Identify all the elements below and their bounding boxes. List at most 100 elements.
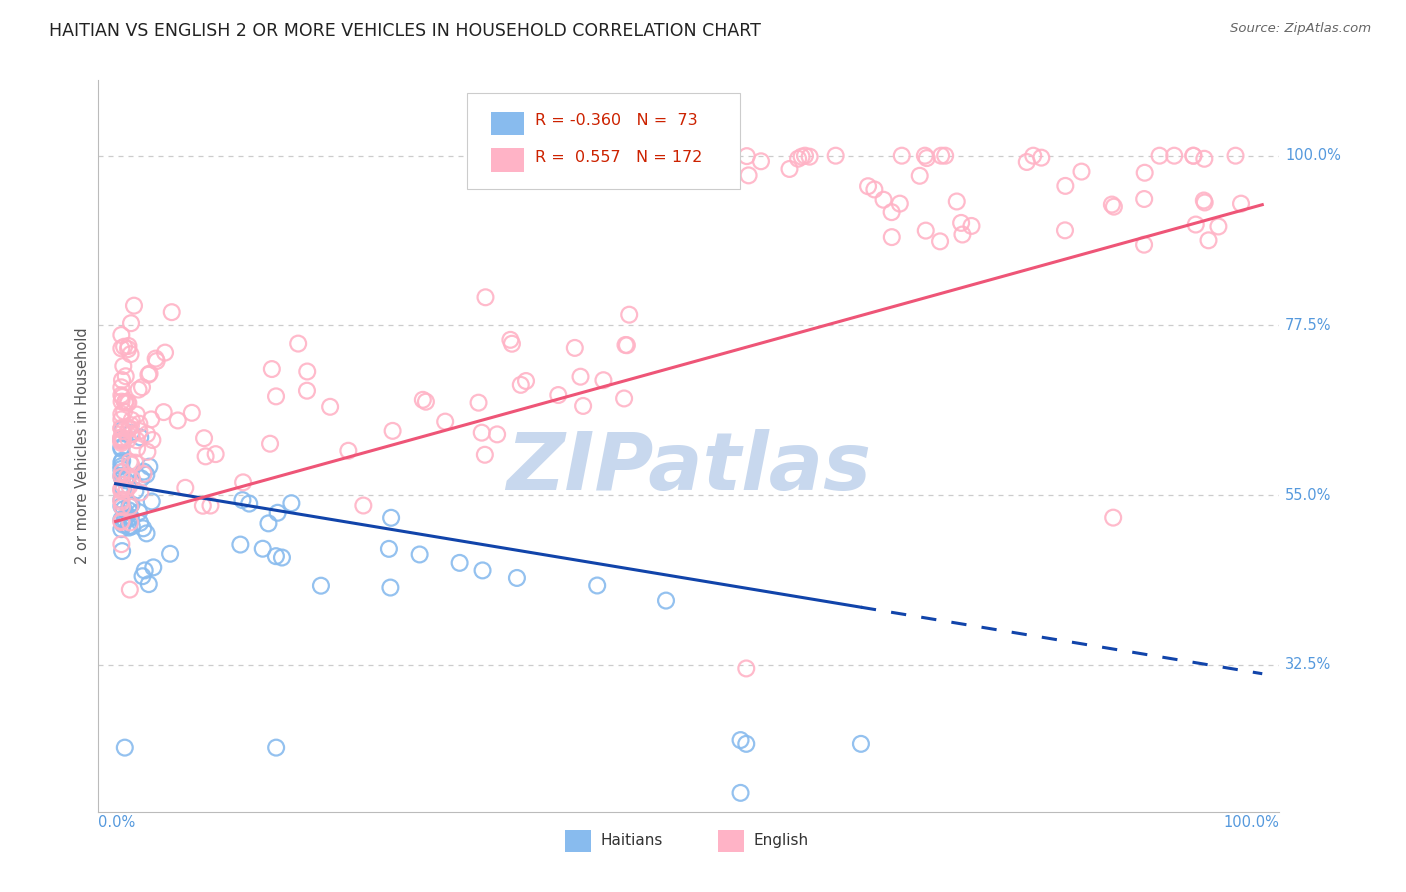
Point (111, 544, 134, 558)
Point (1133, 192, 1156, 206)
Point (110, 430, 132, 444)
Point (1053, 223, 1076, 237)
Point (586, 578, 609, 592)
Y-axis label: 2 or more Vehicles in Household: 2 or more Vehicles in Household (75, 327, 90, 565)
Point (880, 230, 903, 244)
Point (415, 394, 437, 409)
Point (449, 556, 471, 570)
Point (117, 339, 139, 353)
Point (111, 423, 134, 437)
Point (297, 364, 319, 378)
Point (799, 150, 821, 164)
Point (614, 338, 637, 352)
Point (110, 495, 132, 509)
Point (110, 483, 132, 498)
Point (118, 582, 141, 597)
Point (145, 351, 167, 366)
Point (110, 515, 132, 529)
Point (111, 390, 134, 404)
Point (129, 430, 152, 444)
Point (264, 740, 287, 755)
Point (138, 368, 160, 382)
Point (191, 499, 214, 513)
Point (118, 503, 141, 517)
Point (124, 456, 146, 470)
Point (114, 395, 136, 409)
Point (787, 152, 810, 166)
Point (1101, 197, 1123, 211)
Point (1194, 152, 1216, 166)
Text: HAITIAN VS ENGLISH 2 OR MORE VEHICLES IN HOUSEHOLD CORRELATION CHART: HAITIAN VS ENGLISH 2 OR MORE VEHICLES IN… (49, 22, 761, 40)
Point (118, 421, 141, 435)
Point (194, 450, 217, 464)
Point (110, 492, 132, 507)
Point (166, 413, 188, 427)
Point (730, 786, 752, 800)
Point (264, 549, 287, 563)
Point (1184, 218, 1206, 232)
Point (134, 563, 156, 577)
Point (914, 224, 936, 238)
Point (131, 569, 153, 583)
Point (506, 571, 529, 585)
Text: 100.0%: 100.0% (1285, 148, 1341, 163)
Point (112, 482, 135, 496)
Text: 32.5%: 32.5% (1285, 657, 1331, 673)
Point (408, 548, 430, 562)
Point (125, 408, 148, 422)
Text: English: English (754, 833, 808, 848)
Point (132, 467, 155, 481)
Point (127, 442, 149, 456)
Point (114, 513, 136, 527)
Point (613, 392, 636, 406)
Point (110, 537, 132, 551)
Point (1133, 166, 1156, 180)
Point (129, 471, 152, 485)
Point (564, 341, 586, 355)
Point (929, 149, 952, 163)
Point (128, 417, 150, 431)
Point (1149, 149, 1171, 163)
Point (159, 547, 181, 561)
Point (110, 459, 132, 474)
Point (863, 182, 886, 196)
Point (412, 392, 434, 407)
Point (794, 149, 817, 163)
Point (114, 740, 136, 755)
Point (174, 481, 197, 495)
Point (1194, 195, 1216, 210)
Text: ZIPatlas: ZIPatlas (506, 429, 872, 507)
Point (110, 455, 132, 469)
Point (380, 581, 402, 595)
Point (118, 455, 141, 469)
Point (1182, 149, 1205, 163)
Point (110, 421, 132, 435)
Point (592, 373, 614, 387)
Point (110, 522, 132, 536)
Point (121, 427, 143, 442)
Point (117, 396, 139, 410)
Point (824, 149, 846, 163)
Point (138, 577, 160, 591)
Point (232, 475, 254, 490)
Point (129, 516, 152, 530)
Point (110, 380, 132, 394)
Point (121, 519, 143, 533)
Point (287, 336, 309, 351)
Point (129, 485, 152, 500)
Point (730, 733, 752, 747)
Point (120, 511, 142, 525)
Point (132, 465, 155, 479)
FancyBboxPatch shape (565, 830, 591, 852)
Text: Haitians: Haitians (600, 833, 662, 848)
Text: 77.5%: 77.5% (1285, 318, 1331, 333)
Point (229, 538, 252, 552)
Point (112, 424, 135, 438)
Point (110, 482, 132, 496)
Text: Source: ZipAtlas.com: Source: ZipAtlas.com (1230, 22, 1371, 36)
Point (118, 520, 141, 534)
Text: R = -0.360   N =  73: R = -0.360 N = 73 (536, 113, 697, 128)
Point (471, 425, 494, 440)
Point (110, 394, 132, 409)
Point (128, 424, 150, 438)
